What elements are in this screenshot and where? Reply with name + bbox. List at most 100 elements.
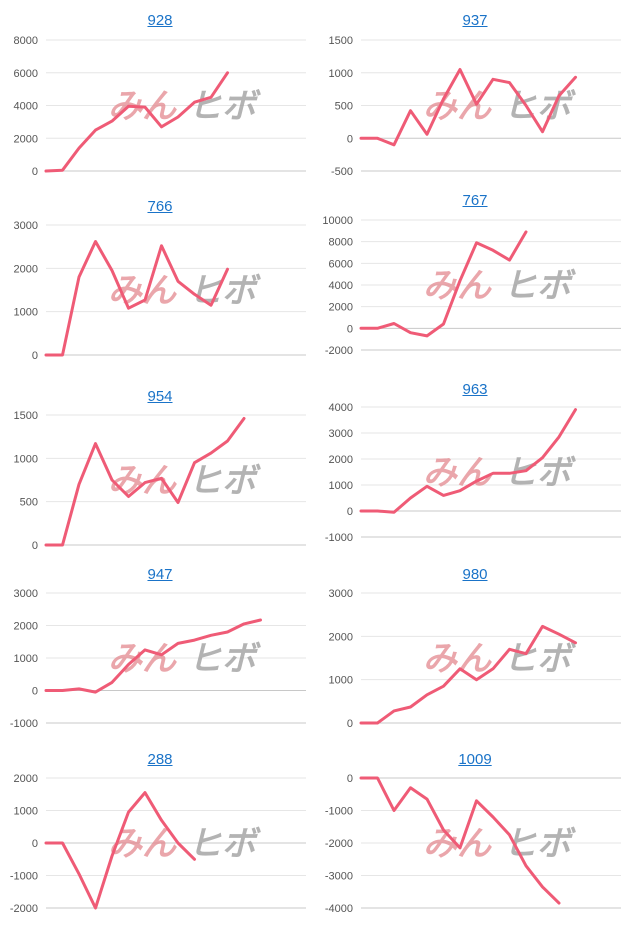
y-tick-label: 8000 [329, 237, 353, 249]
svg-text:ヒボ: ヒボ [503, 640, 576, 678]
y-tick-label: 2000 [14, 133, 38, 145]
y-tick-label: 0 [32, 540, 38, 552]
svg-text:みん: みん [108, 462, 177, 500]
y-tick-label: 3000 [329, 588, 353, 600]
line-chart: -2000 0 2000 4000 6000 8000 10000 みん ヒボ [322, 215, 621, 357]
chart-panel: 947 -1000 0 1000 2000 3000 みん ヒボ [0, 565, 320, 743]
y-tick-label: 2000 [329, 302, 353, 314]
series-line [359, 776, 561, 905]
y-tick-label: 500 [335, 101, 353, 113]
y-tick-label: 0 [347, 506, 353, 518]
y-tick-label: 3000 [14, 588, 38, 600]
line-chart: 0 1000 2000 3000 みん ヒボ [14, 220, 306, 362]
chart-panel: 766 0 1000 2000 3000 みん ヒボ [0, 190, 320, 375]
y-tick-label: 1500 [14, 410, 38, 422]
y-tick-label: 0 [347, 773, 353, 785]
y-tick-label: -2000 [325, 838, 353, 850]
watermark-logo: みん ヒボ [108, 825, 261, 863]
y-tick-label: 500 [20, 497, 38, 509]
y-tick-label: 0 [347, 323, 353, 335]
y-tick-label: -1000 [325, 806, 353, 818]
y-tick-label: 0 [32, 686, 38, 698]
series-line [44, 791, 196, 910]
svg-text:ヒボ: ヒボ [188, 88, 261, 126]
svg-text:みん: みん [108, 272, 177, 310]
y-tick-label: -1000 [10, 871, 38, 883]
line-chart: 0 500 1000 1500 みん ヒボ [14, 410, 306, 552]
y-tick-label: 2000 [14, 773, 38, 785]
series-line [359, 230, 528, 338]
chart-title-link[interactable]: 963 [462, 381, 488, 398]
chart-title-link[interactable]: 947 [147, 566, 173, 583]
watermark-logo: みん ヒボ [423, 267, 576, 305]
line-chart: -1000 0 1000 2000 3000 みん ヒボ [10, 588, 306, 730]
y-tick-label: 4000 [329, 402, 353, 414]
chart-panel: 954 0 500 1000 1500 みん ヒボ [0, 380, 320, 565]
chart-title-link[interactable]: 766 [147, 198, 173, 215]
y-tick-label: 1000 [329, 480, 353, 492]
svg-text:みん: みん [423, 454, 492, 492]
chart-panel: 963 -1000 0 1000 2000 3000 4000 みん ヒボ [315, 380, 635, 557]
y-tick-label: 0 [32, 838, 38, 850]
series-line [359, 408, 577, 514]
y-tick-label: 3000 [14, 220, 38, 232]
y-tick-label: 1000 [329, 675, 353, 687]
svg-text:ヒボ: ヒボ [503, 88, 576, 126]
y-tick-label: 4000 [14, 101, 38, 113]
line-chart: -2000 -1000 0 1000 2000 みん ヒボ [10, 773, 306, 915]
y-tick-label: 2000 [329, 454, 353, 466]
y-tick-label: 1000 [329, 68, 353, 80]
y-tick-label: -2000 [325, 345, 353, 357]
y-tick-label: 2000 [329, 631, 353, 643]
chart-panel: 767 -2000 0 2000 4000 6000 8000 10000 みん ヒボ [315, 190, 635, 370]
chart-title-link[interactable]: 954 [147, 388, 173, 405]
series-line [44, 417, 246, 547]
chart-title-link[interactable]: 288 [147, 751, 173, 768]
y-tick-label: -500 [331, 166, 353, 178]
chart-panel: 980 0 1000 2000 3000 みん ヒボ [315, 565, 635, 743]
y-tick-label: 2000 [14, 263, 38, 275]
y-tick-label: -4000 [325, 903, 353, 915]
y-tick-label: 6000 [14, 68, 38, 80]
y-tick-label: 6000 [329, 258, 353, 270]
chart-title-link[interactable]: 767 [462, 192, 488, 209]
y-tick-label: -2000 [10, 903, 38, 915]
y-tick-label: 0 [347, 133, 353, 145]
chart-title-link[interactable]: 928 [147, 12, 173, 29]
watermark-logo: みん ヒボ [108, 462, 261, 500]
y-tick-label: -1000 [10, 718, 38, 730]
y-tick-label: 1000 [14, 453, 38, 465]
chart-title-link[interactable]: 937 [462, 12, 488, 29]
y-tick-label: -1000 [325, 532, 353, 544]
svg-text:ヒボ: ヒボ [503, 267, 576, 305]
y-tick-label: 1000 [14, 307, 38, 319]
series-line [359, 68, 577, 147]
y-tick-label: 0 [32, 350, 38, 362]
series-line [44, 71, 229, 173]
svg-text:みん: みん [108, 825, 177, 863]
y-tick-label: 2000 [14, 621, 38, 633]
y-tick-label: -3000 [325, 871, 353, 883]
y-tick-label: 10000 [322, 215, 353, 227]
y-tick-label: 1500 [329, 35, 353, 47]
chart-panel: 1009 -4000 -3000 -2000 -1000 0 みん ヒボ [315, 750, 635, 928]
series-line [359, 624, 577, 725]
y-tick-label: 1000 [14, 653, 38, 665]
watermark-logo: みん ヒボ [108, 272, 261, 310]
chart-title-link[interactable]: 980 [462, 566, 488, 583]
chart-panel: 937 -500 0 500 1000 1500 みん ヒボ [315, 0, 635, 191]
y-tick-label: 8000 [14, 35, 38, 47]
chart-panel: 928 0 2000 4000 6000 8000 みん ヒボ [0, 0, 320, 191]
y-tick-label: 1000 [14, 806, 38, 818]
chart-panel: 288 -2000 -1000 0 1000 2000 みん ヒボ [0, 750, 320, 928]
y-tick-label: 0 [32, 166, 38, 178]
chart-title-link[interactable]: 1009 [458, 751, 492, 768]
svg-text:みん: みん [108, 640, 177, 678]
series-line [44, 618, 262, 694]
svg-text:ヒボ: ヒボ [188, 640, 261, 678]
